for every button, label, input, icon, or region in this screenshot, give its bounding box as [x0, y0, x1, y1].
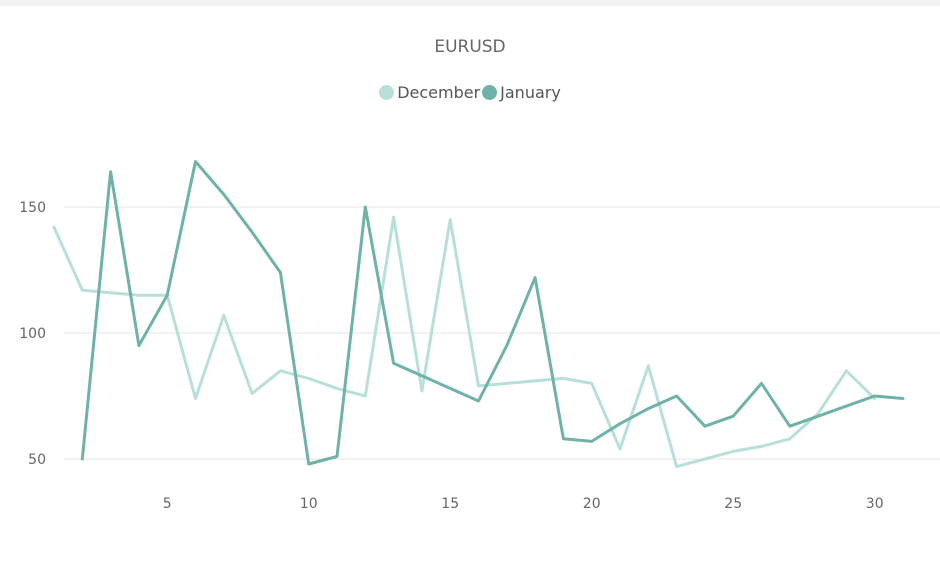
x-tick-label: 15 — [441, 496, 459, 512]
legend-item-january[interactable]: January — [482, 83, 561, 102]
x-tick-label: 25 — [724, 496, 742, 512]
series-line-december — [52, 215, 877, 469]
y-tick-label: 100 — [19, 326, 46, 342]
x-tick-label: 10 — [300, 496, 318, 512]
x-tick-label: 30 — [866, 496, 884, 512]
y-tick-label: 50 — [28, 452, 46, 468]
legend-marker-december — [379, 85, 395, 100]
x-tick-label: 20 — [583, 496, 601, 512]
chart-title: EURUSD — [434, 37, 506, 57]
chart-legend: December January — [0, 83, 940, 102]
x-tick-label: 5 — [163, 496, 172, 512]
series-line-january — [80, 160, 905, 466]
y-tick-label: 150 — [19, 200, 46, 216]
legend-label-january: January — [500, 83, 561, 102]
top-bar — [0, 0, 940, 6]
legend-label-december: December — [397, 83, 481, 102]
legend-marker-january — [482, 85, 498, 100]
legend-item-december[interactable]: December — [379, 83, 480, 102]
